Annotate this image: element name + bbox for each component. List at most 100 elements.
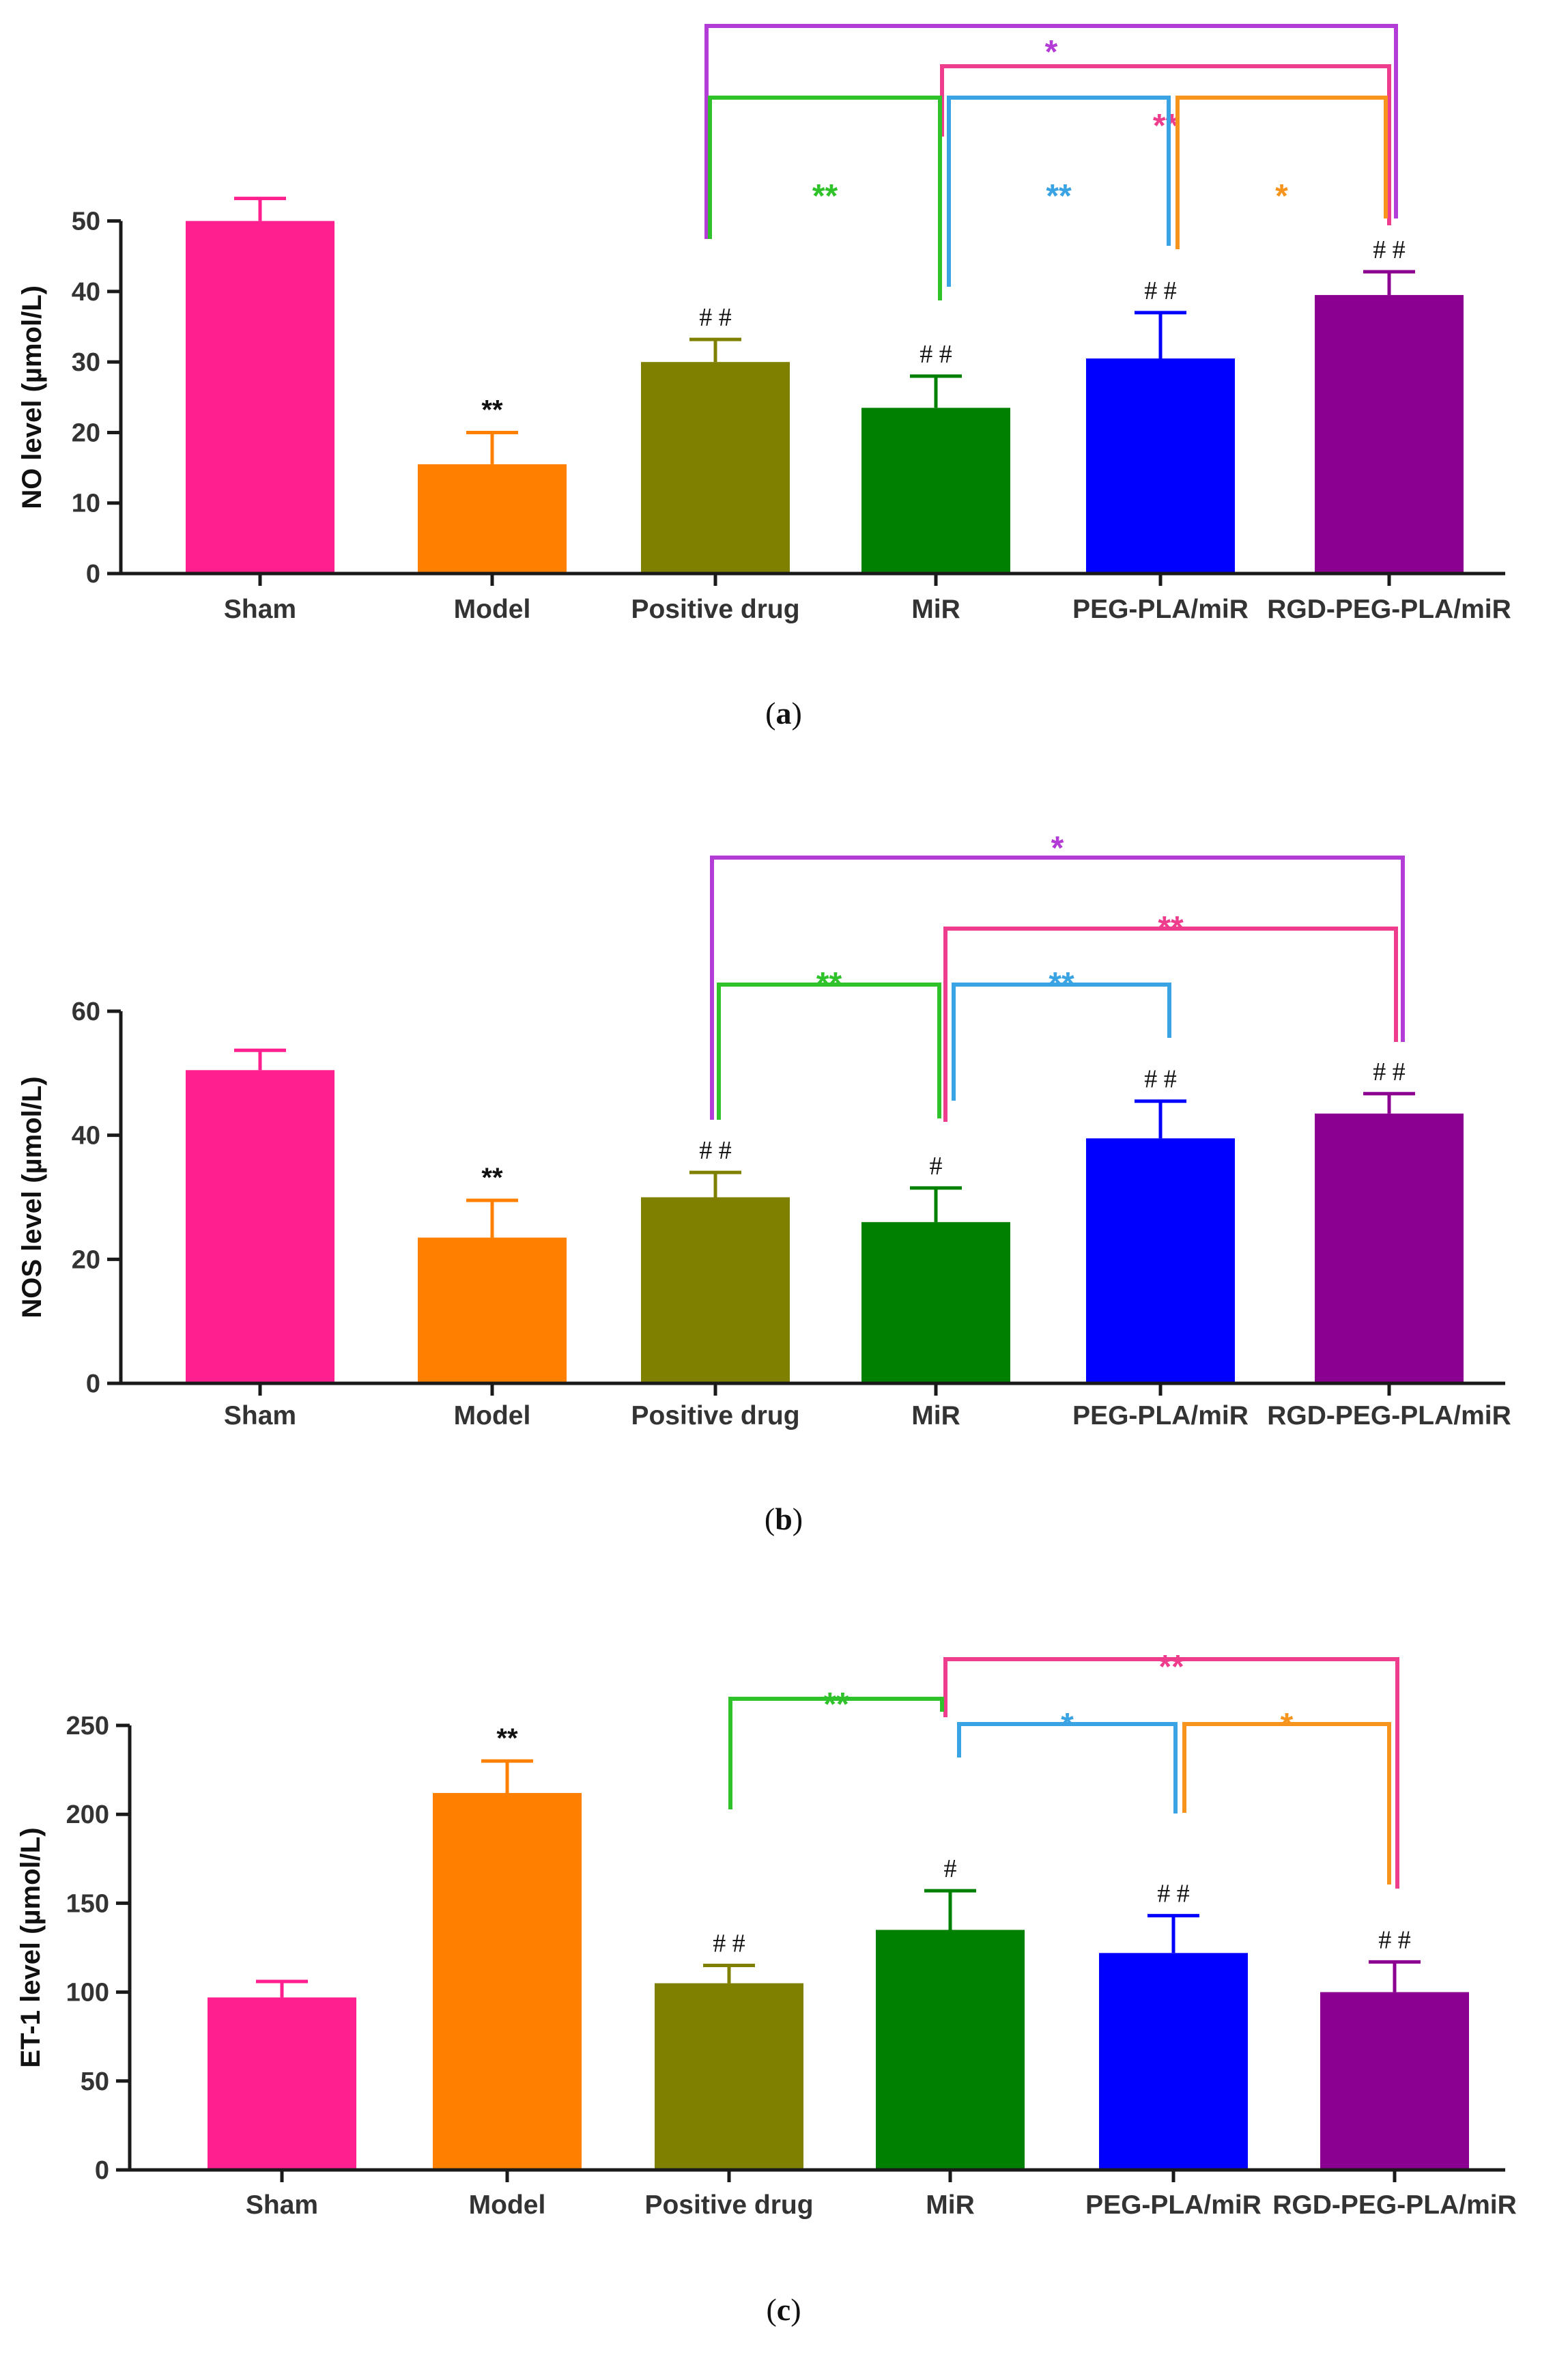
significance-vs-model: # #: [1157, 1880, 1190, 1908]
y-tick-label: 60: [72, 998, 100, 1026]
bar-model: [418, 464, 567, 574]
significance-vs-sham: **: [481, 1163, 503, 1193]
x-tick-label: Model: [469, 2190, 546, 2220]
y-tick-label: 20: [72, 419, 100, 447]
y-tick-label: 200: [66, 1801, 109, 1829]
x-tick-label: Sham: [246, 2190, 318, 2220]
x-tick-label: RGD-PEG-PLA/miR: [1267, 595, 1511, 624]
x-tick-label: Model: [454, 595, 531, 624]
x-tick-label: Positive drug: [631, 595, 799, 624]
comparison-significance: **: [1046, 178, 1072, 214]
y-tick-label: 20: [72, 1245, 100, 1274]
x-tick-label: RGD-PEG-PLA/miR: [1272, 2190, 1517, 2220]
bar-model: [433, 1792, 582, 2170]
comparison-significance: **: [1049, 966, 1074, 1002]
y-tick-label: 0: [86, 1370, 100, 1398]
panel-caption: (a): [765, 696, 802, 731]
y-tick-label: 0: [95, 2156, 109, 2185]
significance-vs-model: # #: [699, 1136, 732, 1165]
comparison-significance: **: [823, 1686, 849, 1723]
x-tick-label: Positive drug: [644, 2190, 813, 2220]
x-tick-label: Sham: [224, 595, 296, 624]
x-tick-label: MiR: [911, 595, 960, 624]
significance-vs-model: # #: [1373, 1058, 1406, 1086]
comparison-bracket: [943, 927, 1398, 1122]
comparison-significance: *: [1275, 178, 1288, 214]
comparison-significance: **: [816, 966, 842, 1002]
significance-vs-model: #: [930, 1152, 943, 1181]
comparison-significance: **: [812, 178, 838, 214]
y-tick-label: 50: [72, 208, 100, 236]
comparison-significance: *: [1045, 34, 1058, 70]
panel-caption: (b): [765, 1501, 803, 1536]
y-tick-label: 30: [72, 348, 100, 377]
significance-vs-model: # #: [699, 303, 732, 332]
y-tick-label: 40: [72, 1122, 100, 1151]
bar-sham: [208, 1997, 356, 2170]
bar-peg-pla-mir: [1086, 358, 1235, 574]
comparison-bracket: [1175, 96, 1388, 249]
x-tick-label: MiR: [926, 2190, 975, 2220]
comparison-bracket: [1182, 1722, 1391, 1885]
significance-vs-model: #: [944, 1854, 957, 1883]
bar-positive-drug: [641, 1197, 790, 1383]
comparison-significance: **: [1153, 108, 1179, 144]
significance-vs-model: # #: [1144, 277, 1177, 305]
bar-sham: [186, 1070, 334, 1383]
y-tick-label: 0: [86, 560, 100, 589]
bar-mir: [861, 408, 1010, 574]
y-tick-label: 250: [66, 1712, 109, 1740]
bar-model: [418, 1237, 567, 1383]
bar-mir: [861, 1222, 1010, 1383]
significance-vs-model: # #: [1373, 236, 1406, 264]
comparison-bracket: [947, 96, 1171, 287]
y-tick-label: 150: [66, 1889, 109, 1918]
y-tick-label: 50: [81, 2067, 109, 2096]
x-tick-label: RGD-PEG-PLA/miR: [1267, 1401, 1511, 1430]
comparison-bracket: [943, 1657, 1399, 1889]
x-tick-label: PEG-PLA/miR: [1072, 595, 1249, 624]
x-tick-label: PEG-PLA/miR: [1085, 2190, 1261, 2220]
significance-vs-sham: **: [496, 1723, 518, 1753]
bar-rgd-peg-pla-mir: [1320, 1992, 1469, 2170]
y-axis-label: ET-1 level (µmol/L): [16, 1827, 46, 2067]
significance-vs-model: # #: [713, 1930, 745, 1958]
x-tick-label: MiR: [911, 1401, 960, 1430]
comparison-significance: **: [1158, 910, 1184, 946]
comparison-bracket: [710, 856, 1405, 1120]
y-tick-label: 100: [66, 1979, 109, 2007]
y-axis-label: NO level (µmol/L): [17, 285, 47, 509]
comparison-bracket: [728, 1697, 944, 1809]
y-tick-label: 10: [72, 490, 100, 518]
comparison-significance: *: [1061, 1707, 1074, 1743]
x-tick-label: Sham: [224, 1401, 296, 1430]
comparison-bracket: [957, 1722, 1178, 1813]
x-tick-label: Positive drug: [631, 1401, 799, 1430]
x-tick-label: Model: [454, 1401, 531, 1430]
significance-vs-model: # #: [1144, 1065, 1177, 1094]
y-tick-label: 40: [72, 278, 100, 307]
y-axis-label: NOS level (µmol/L): [17, 1076, 47, 1318]
bar-peg-pla-mir: [1086, 1138, 1235, 1383]
bar-mir: [876, 1930, 1025, 2170]
bar-rgd-peg-pla-mir: [1315, 1113, 1464, 1383]
comparison-significance: *: [1281, 1707, 1294, 1743]
comparison-bracket: [940, 64, 1391, 225]
comparison-significance: *: [1051, 830, 1064, 866]
chart-panel-b: ** # # # # # # # 0 20 40 60 Sham Model Positive dru…: [17, 830, 1511, 1536]
comparison-bracket: [717, 983, 941, 1120]
comparison-bracket: [704, 24, 1398, 239]
bar-rgd-peg-pla-mir: [1315, 295, 1464, 574]
bar-positive-drug: [655, 1983, 803, 2170]
comparison-significance: **: [1158, 1649, 1184, 1685]
comparison-bracket: [708, 96, 942, 300]
significance-vs-model: # #: [1378, 1925, 1411, 1954]
significance-vs-model: # #: [920, 340, 952, 369]
bar-positive-drug: [641, 362, 790, 574]
panel-caption: (c): [766, 2292, 801, 2327]
bar-sham: [186, 221, 334, 574]
x-tick-label: PEG-PLA/miR: [1072, 1401, 1249, 1430]
comparison-bracket: [952, 983, 1171, 1101]
